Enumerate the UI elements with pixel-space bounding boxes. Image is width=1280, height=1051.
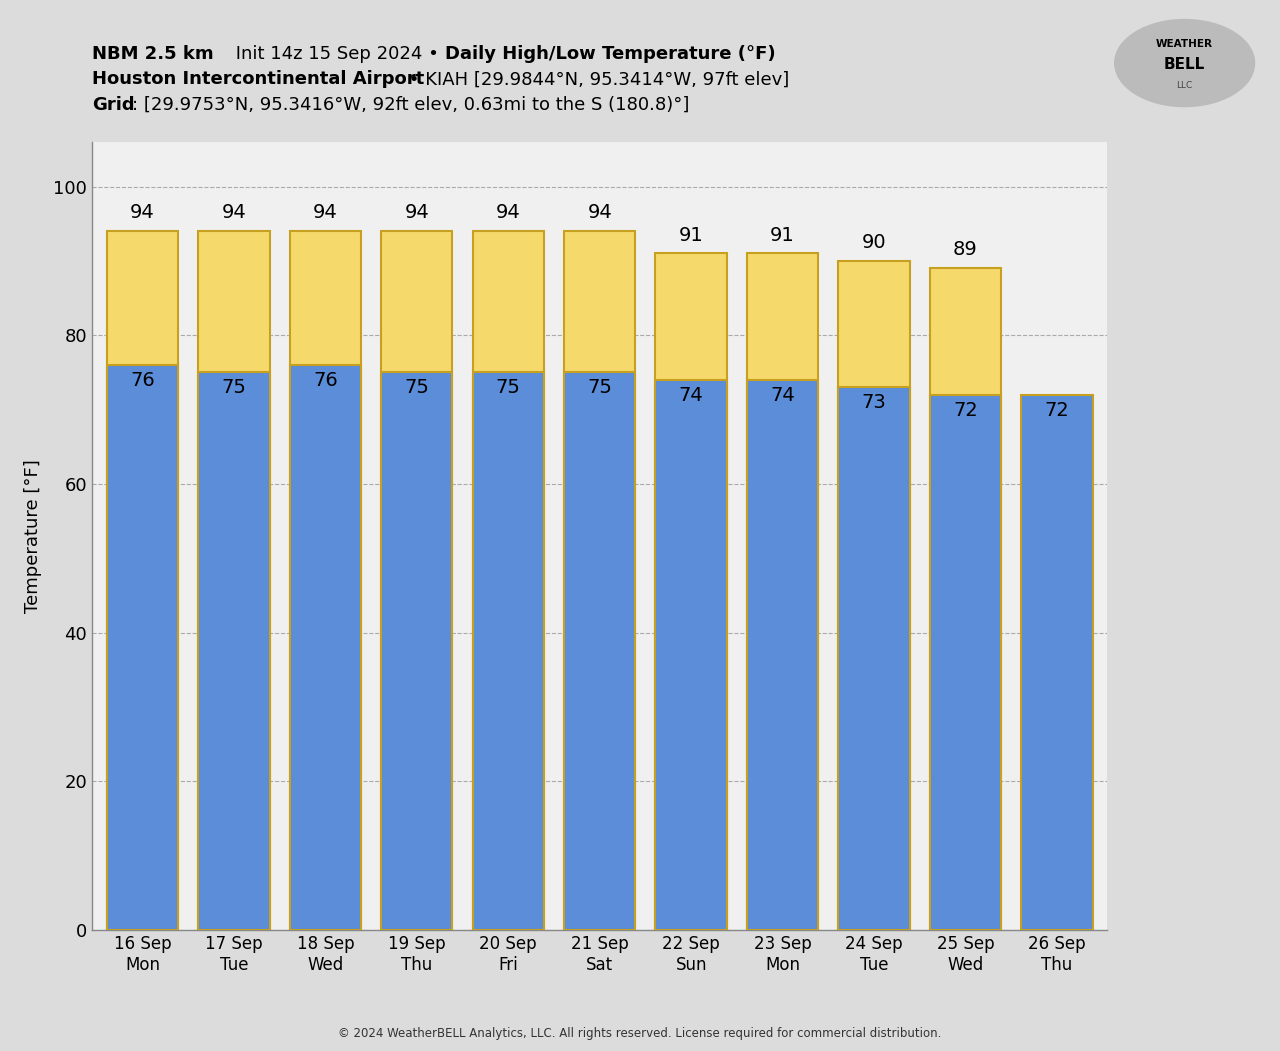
Bar [381,231,452,930]
Text: 75: 75 [495,378,521,397]
Text: Houston Intercontinental Airport: Houston Intercontinental Airport [92,70,425,88]
Text: NBM 2.5 km: NBM 2.5 km [92,45,214,63]
Text: 74: 74 [771,386,795,405]
Bar [564,372,635,930]
Text: 76: 76 [314,371,338,390]
Bar [748,379,818,930]
Text: 94: 94 [495,203,521,222]
Text: 94: 94 [221,203,246,222]
Text: 72: 72 [1044,400,1069,419]
Bar [929,268,1001,930]
Text: Grid: Grid [92,96,134,114]
Bar [289,365,361,930]
Bar [1021,395,1093,930]
Text: © 2024 WeatherBELL Analytics, LLC. All rights reserved. License required for com: © 2024 WeatherBELL Analytics, LLC. All r… [338,1028,942,1040]
Text: 72: 72 [954,400,978,419]
Bar [198,372,270,930]
Text: WEATHER: WEATHER [1156,39,1213,49]
Text: 75: 75 [588,378,612,397]
Bar [106,365,178,930]
Text: : [29.9753°N, 95.3416°W, 92ft elev, 0.63mi to the S (180.8)°]: : [29.9753°N, 95.3416°W, 92ft elev, 0.63… [132,96,689,114]
Text: 73: 73 [861,393,886,412]
Bar [106,231,178,930]
Text: 74: 74 [678,386,704,405]
Text: 76: 76 [131,371,155,390]
Text: 94: 94 [131,203,155,222]
Bar [655,253,727,930]
Bar [838,387,910,930]
Y-axis label: Temperature [°F]: Temperature [°F] [24,459,42,613]
Ellipse shape [1115,20,1254,106]
Bar [748,253,818,930]
Text: BELL: BELL [1164,58,1206,73]
Text: 75: 75 [221,378,246,397]
Text: 91: 91 [678,226,704,245]
Text: Init 14z 15 Sep 2024 •: Init 14z 15 Sep 2024 • [230,45,445,63]
Text: 94: 94 [404,203,429,222]
Text: 94: 94 [314,203,338,222]
Text: 91: 91 [771,226,795,245]
Text: 75: 75 [404,378,429,397]
Bar [838,261,910,930]
Bar [381,372,452,930]
Bar [289,231,361,930]
Bar [655,379,727,930]
Text: 90: 90 [861,233,886,252]
Text: • KIAH [29.9844°N, 95.3414°W, 97ft elev]: • KIAH [29.9844°N, 95.3414°W, 97ft elev] [403,70,790,88]
Text: 94: 94 [588,203,612,222]
Bar [198,231,270,930]
Bar [929,395,1001,930]
Bar [472,372,544,930]
Bar [472,231,544,930]
Text: LLC: LLC [1176,81,1193,90]
Text: 89: 89 [954,241,978,260]
Bar [564,231,635,930]
Text: Daily High/Low Temperature (°F): Daily High/Low Temperature (°F) [445,45,776,63]
